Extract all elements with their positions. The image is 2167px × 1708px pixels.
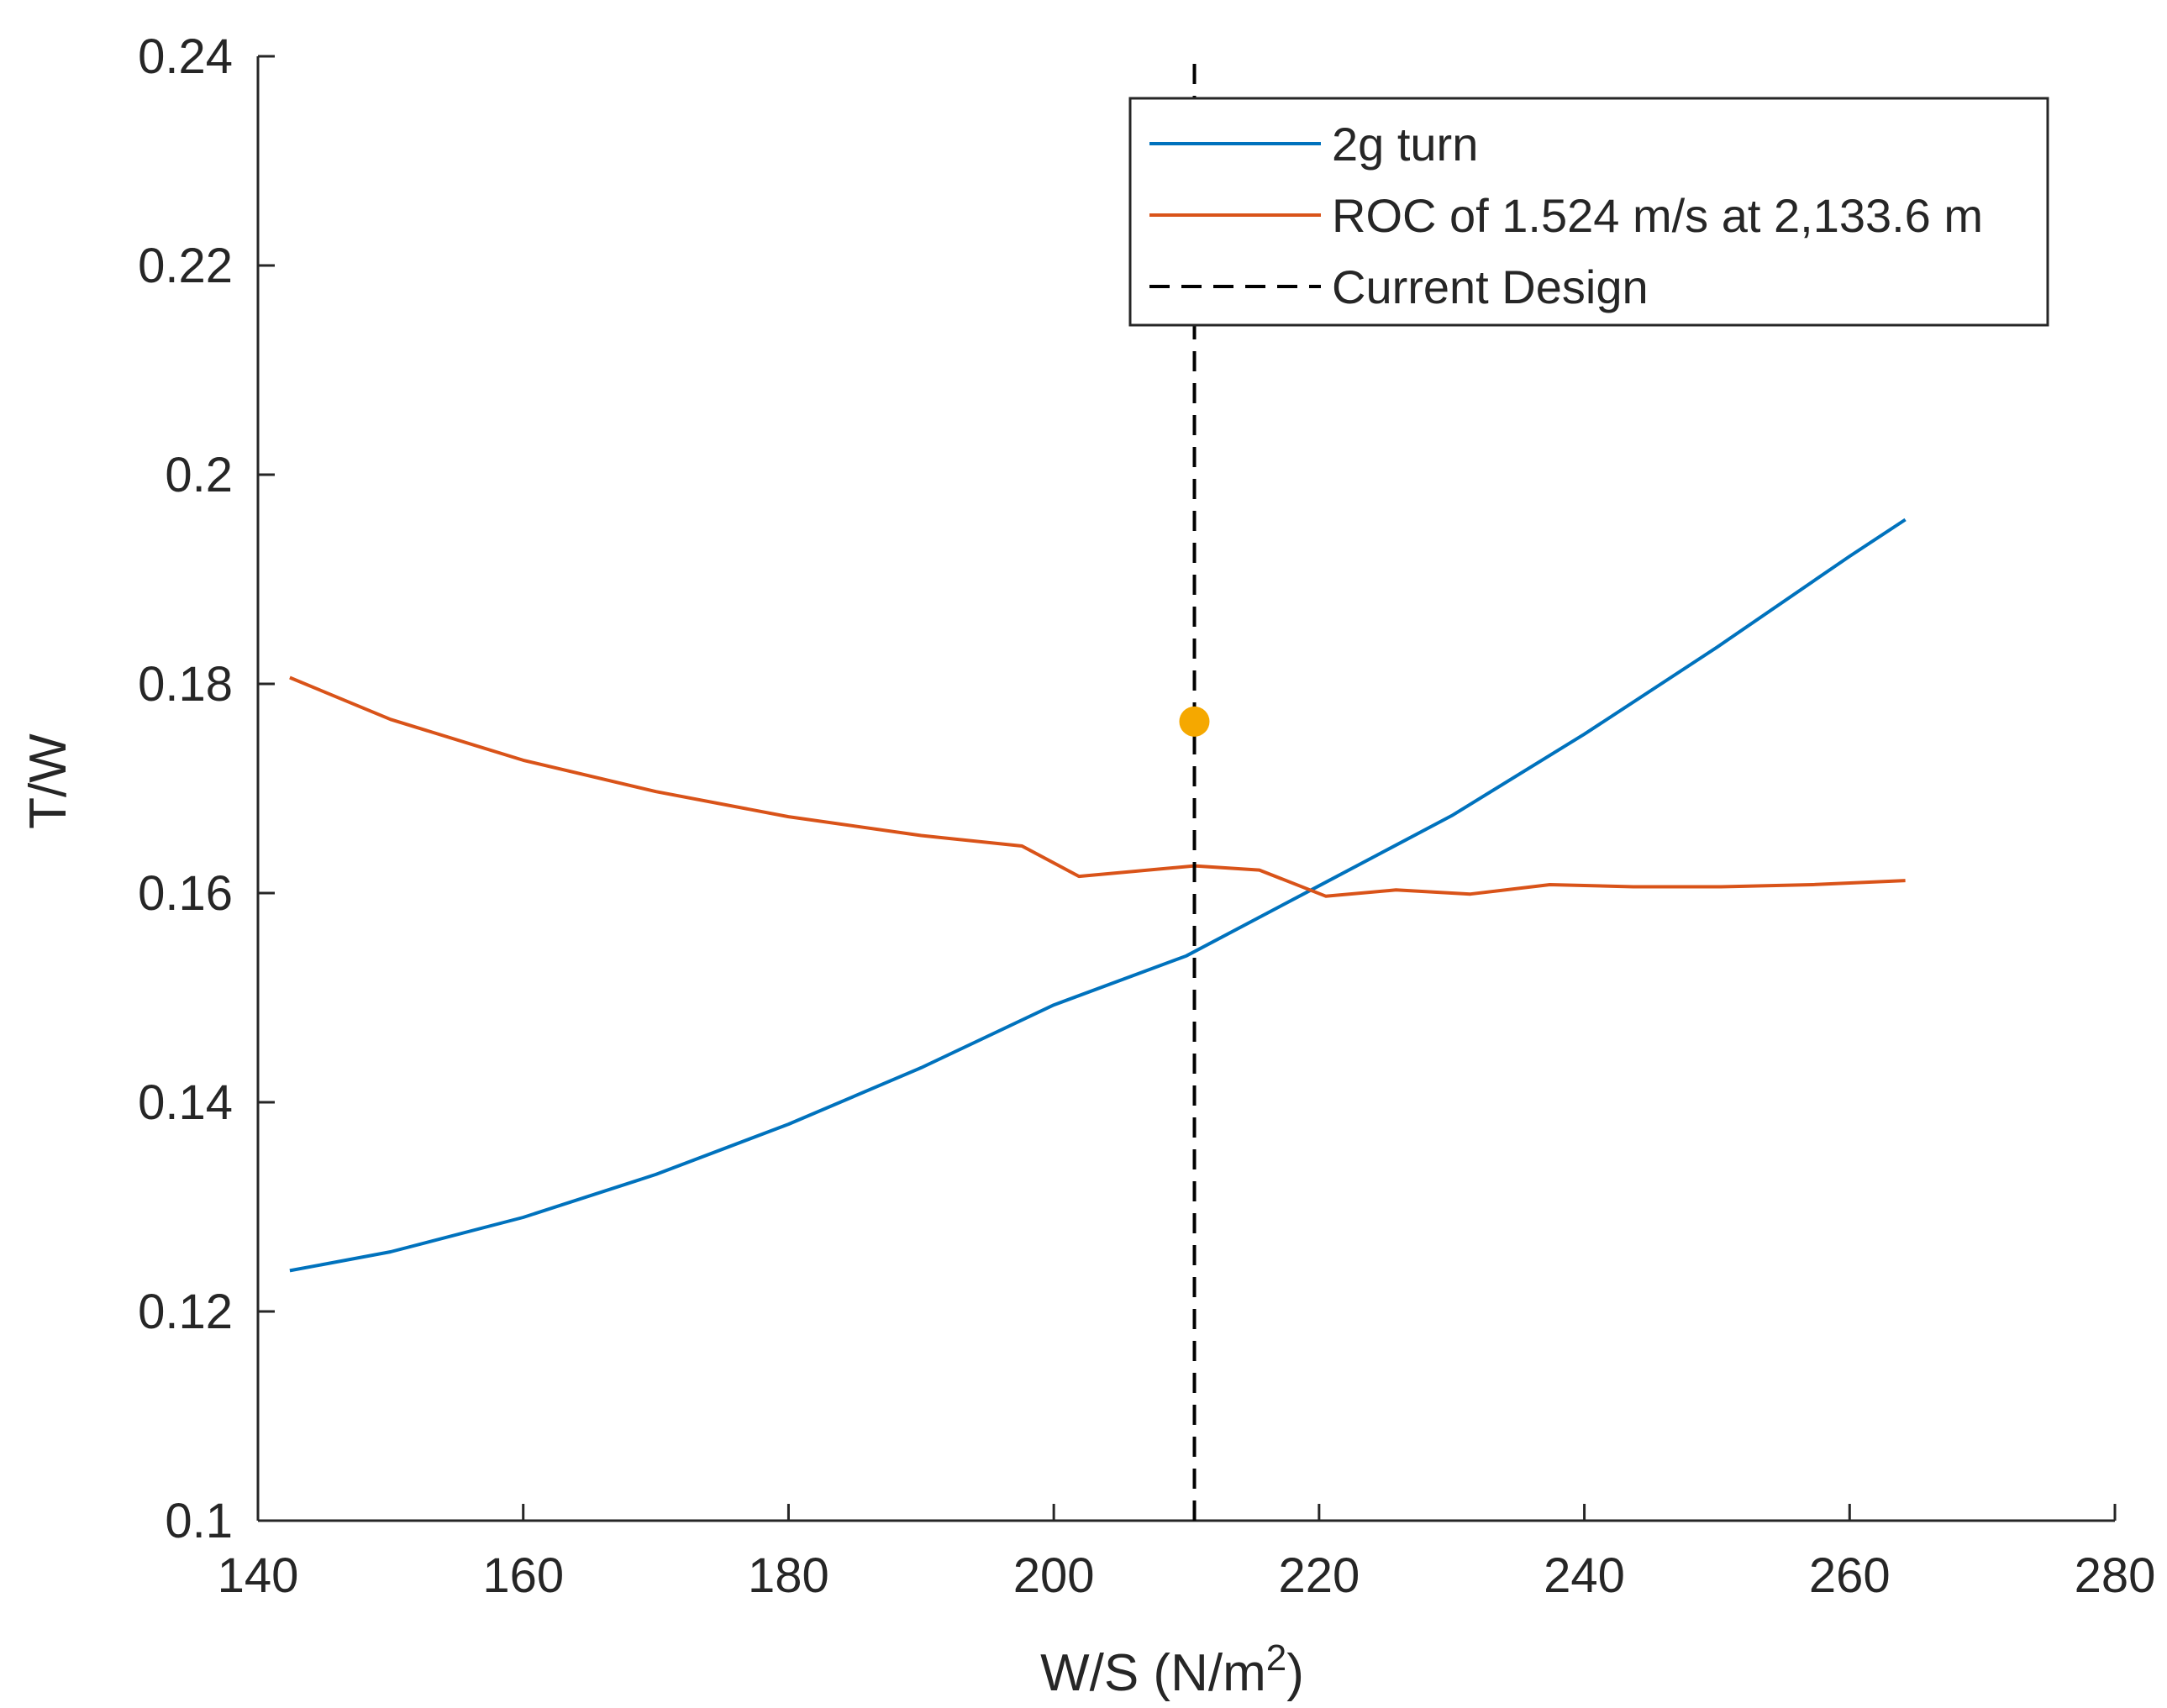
y-tick-label: 0.14 [138,1075,233,1130]
y-tick-label: 0.18 [138,657,233,712]
x-tick-label: 240 [1544,1548,1625,1603]
axes [256,56,2115,1522]
legend-entry-current-design: Current Design [1149,260,1649,313]
x-tick-label: 280 [2075,1548,2156,1603]
legend-label-2g-turn: 2g turn [1332,118,1478,171]
x-tick-label: 200 [1013,1548,1095,1603]
legend-entry-2g-turn: 2g turn [1149,118,1478,171]
y-tick-label: 0.1 [165,1494,233,1548]
legend: 2g turn ROC of 1.524 m/s at 2,133.6 m Cu… [1128,97,2049,327]
y-tick-label: 0.12 [138,1285,233,1339]
y-tick-label: 0.22 [138,239,233,293]
series-line-0 [289,518,1907,1273]
legend-entry-roc: ROC of 1.524 m/s at 2,133.6 m [1149,189,1983,242]
x-tick-label: 260 [1809,1548,1891,1603]
ticks: 140 160 180 200 220 240 260 280 0.1 0.12 0.14 0.16 0… [138,29,2155,1603]
x-tick-label: 180 [748,1548,829,1603]
x-tick-label: 140 [218,1548,299,1603]
y-axis-label: T/W [19,733,77,829]
y-tick-label: 0.24 [138,29,233,84]
x-axis-label: W/S (N/m2) [1040,1637,1304,1702]
x-tick-label: 160 [482,1548,564,1603]
series-line-1 [289,675,1906,898]
x-tick-label: 220 [1278,1548,1360,1603]
legend-label-current-design: Current Design [1332,260,1649,313]
design-point-marker [1179,706,1210,737]
y-tick-label: 0.2 [165,448,233,502]
legend-label-roc: ROC of 1.524 m/s at 2,133.6 m [1332,189,1983,242]
y-tick-label: 0.16 [138,866,233,921]
